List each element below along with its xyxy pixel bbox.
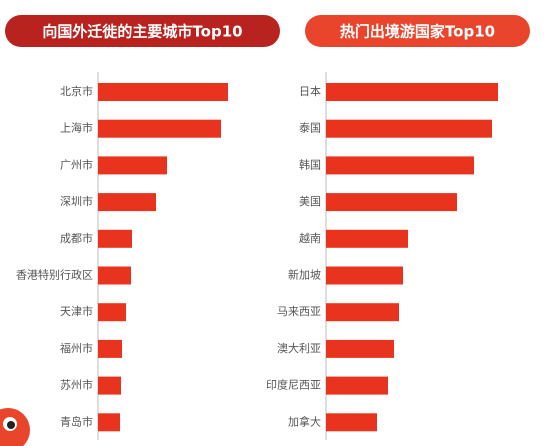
- bar: [326, 376, 388, 395]
- bar: [98, 413, 120, 432]
- bar: [98, 266, 131, 285]
- category-label: 澳大利亚: [277, 341, 321, 355]
- category-label: 越南: [299, 231, 321, 245]
- category-label: 天津市: [60, 304, 93, 318]
- category-label: 美国: [299, 195, 321, 208]
- chart-title: 向国外迁徙的主要城市Top10: [42, 23, 242, 41]
- bar: [326, 83, 498, 101]
- category-label: 加拿大: [288, 414, 321, 428]
- bar: [98, 339, 122, 358]
- bar: [326, 339, 394, 358]
- chart-title: 热门出境游国家Top10: [340, 23, 495, 41]
- bar: [326, 229, 408, 248]
- category-label: 上海市: [60, 121, 93, 135]
- bar: [326, 156, 474, 175]
- category-label: 日本: [299, 84, 321, 98]
- title-background: [5, 15, 280, 47]
- decoration: [7, 421, 15, 429]
- bar: [326, 193, 457, 212]
- category-label: 成都市: [60, 231, 93, 245]
- category-label: 新加坡: [288, 268, 321, 282]
- category-label: 北京市: [60, 84, 93, 98]
- category-label: 深圳市: [60, 194, 93, 208]
- bar: [98, 83, 228, 101]
- bar: [98, 229, 132, 248]
- bar: [326, 303, 399, 322]
- bar: [326, 413, 377, 432]
- category-label: 福州市: [60, 341, 93, 355]
- bar: [98, 156, 167, 175]
- category-label: 泰国: [299, 121, 321, 135]
- category-label: 韩国: [299, 157, 321, 171]
- category-label: 苏州市: [60, 378, 93, 392]
- bar: [98, 376, 121, 395]
- category-label: 香港特别行政区: [16, 268, 93, 282]
- category-label: 青岛市: [60, 414, 93, 428]
- bar: [326, 266, 403, 285]
- bar: [98, 119, 221, 138]
- category-label: 广州市: [60, 157, 93, 171]
- category-label: 印度尼西亚: [266, 378, 321, 392]
- bar: [98, 303, 126, 322]
- bar: [326, 119, 492, 138]
- bar: [98, 193, 156, 212]
- title-background: [305, 15, 530, 47]
- category-label: 马来西亚: [277, 305, 321, 318]
